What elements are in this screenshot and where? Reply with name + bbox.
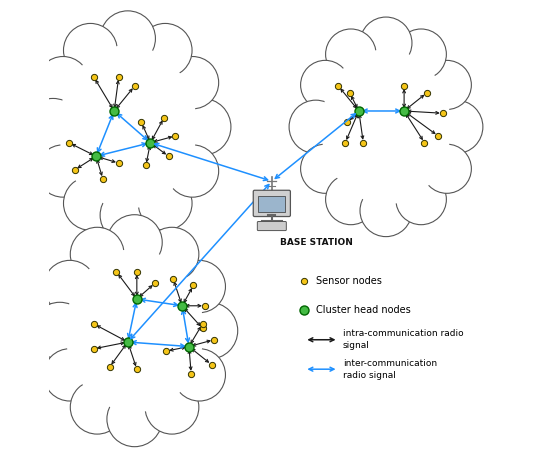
Circle shape — [107, 215, 162, 270]
Circle shape — [37, 145, 89, 197]
Circle shape — [63, 176, 117, 230]
Circle shape — [63, 24, 117, 77]
Circle shape — [100, 11, 156, 66]
FancyBboxPatch shape — [257, 222, 287, 231]
Circle shape — [396, 174, 447, 225]
Circle shape — [422, 144, 471, 193]
Ellipse shape — [65, 249, 204, 412]
Circle shape — [173, 349, 226, 401]
Circle shape — [70, 380, 124, 434]
Text: Sensor nodes: Sensor nodes — [316, 276, 382, 286]
Circle shape — [326, 174, 376, 225]
Bar — [258, 196, 285, 212]
Ellipse shape — [321, 49, 451, 204]
Circle shape — [37, 57, 89, 109]
Circle shape — [360, 17, 412, 69]
Circle shape — [25, 98, 81, 155]
Circle shape — [145, 380, 199, 434]
Circle shape — [145, 227, 199, 281]
Circle shape — [43, 260, 96, 313]
Circle shape — [181, 302, 238, 359]
Circle shape — [396, 29, 447, 80]
Ellipse shape — [60, 242, 210, 419]
Circle shape — [326, 29, 376, 80]
Circle shape — [301, 144, 350, 193]
Text: Cluster head nodes: Cluster head nodes — [316, 305, 410, 315]
Circle shape — [166, 57, 219, 109]
Text: inter-communication
radio signal: inter-communication radio signal — [343, 359, 437, 380]
Circle shape — [138, 176, 192, 230]
Circle shape — [100, 188, 156, 243]
Circle shape — [70, 227, 124, 281]
FancyBboxPatch shape — [253, 190, 290, 217]
Circle shape — [301, 60, 350, 110]
Ellipse shape — [59, 45, 197, 208]
Circle shape — [360, 185, 412, 236]
Circle shape — [430, 100, 483, 154]
Circle shape — [31, 302, 88, 359]
Ellipse shape — [53, 39, 202, 215]
Circle shape — [107, 391, 162, 447]
Circle shape — [43, 349, 96, 401]
Text: intra-communication radio
signal: intra-communication radio signal — [343, 329, 464, 350]
Circle shape — [166, 145, 219, 197]
Circle shape — [174, 98, 231, 155]
Circle shape — [422, 60, 471, 110]
Text: BASE STATION: BASE STATION — [280, 238, 353, 247]
Ellipse shape — [316, 43, 456, 211]
Circle shape — [289, 100, 343, 154]
Circle shape — [173, 260, 226, 313]
Circle shape — [138, 24, 192, 77]
